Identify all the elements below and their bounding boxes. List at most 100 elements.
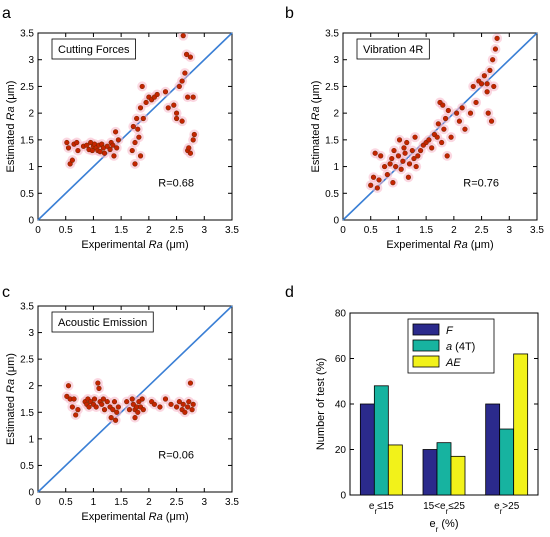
data-point [185, 404, 191, 410]
data-point [389, 155, 395, 162]
data-point [101, 150, 108, 156]
data-point [162, 89, 169, 95]
data-point [130, 401, 136, 407]
data-point [190, 94, 196, 100]
x-axis-label-variable: Ra [149, 511, 163, 523]
data-point [429, 145, 435, 151]
y-tick-label: 2 [28, 381, 34, 392]
y-tick-label: 1.5 [325, 135, 339, 146]
data-point [411, 155, 417, 162]
data-point [190, 401, 196, 407]
data-point [404, 139, 410, 146]
y-tick-label: 0 [333, 216, 339, 227]
y-tick-label: 80 [335, 309, 347, 320]
data-point [132, 161, 138, 167]
x-tick-label: er≤15 [369, 501, 394, 516]
panel-title: Acoustic Emission [58, 317, 147, 329]
data-point [171, 102, 177, 108]
data-point [396, 137, 403, 143]
data-point [187, 380, 194, 386]
data-point [108, 415, 114, 421]
data-point [165, 105, 171, 111]
y-tick-label: 3 [28, 55, 34, 66]
data-point [132, 415, 138, 421]
y-tick-label: 3.5 [20, 29, 34, 40]
x-axis-label-suffix: (μm) [163, 239, 189, 251]
plot-area [342, 32, 538, 221]
x-tick-label: 2 [146, 497, 152, 508]
data-point [186, 399, 192, 405]
data-point [157, 404, 163, 410]
x-tick-label: er>25 [494, 501, 520, 516]
x-axis-label: Experimental Ra (μm) [81, 511, 188, 523]
data-point [183, 51, 190, 57]
data-point [491, 83, 497, 90]
data-point [378, 153, 384, 159]
data-point [393, 163, 399, 170]
y-axis-label-suffix: (μm) [5, 353, 17, 379]
legend-swatch [412, 323, 440, 336]
scatter-panel-acoustic-emission: 0 0.5 1 1.5 2 2.5 3 3.5 0 0.5 1 1.5 2 2.5 3 3.5 Acoustic… [5, 302, 239, 524]
data-point [107, 146, 113, 153]
x-axis-label-pre: e [430, 518, 436, 530]
x-tick-label: 1 [91, 497, 97, 508]
panel-title: Cutting Forces [58, 44, 130, 56]
correlation-annotation: R=0.68 [158, 177, 194, 189]
data-point [84, 142, 90, 148]
data-point [381, 163, 388, 170]
y-axis-label-prefix: Estimated [5, 393, 17, 445]
legend-entry: AE [445, 357, 461, 369]
y-tick-label: 2 [28, 109, 34, 120]
data-point [114, 409, 120, 415]
bar [387, 444, 403, 496]
data-point [130, 123, 136, 130]
data-point [376, 177, 382, 183]
x-tick-label: 0 [35, 225, 41, 236]
data-point [129, 147, 135, 154]
x-tick-label: 0.5 [59, 497, 73, 508]
y-tick-label: 2 [333, 109, 339, 120]
data-point [384, 171, 390, 178]
data-point [490, 57, 496, 63]
data-point [95, 380, 101, 386]
data-point [481, 73, 487, 79]
data-point [99, 401, 105, 407]
data-point [112, 417, 119, 423]
data-point [435, 121, 441, 127]
x-tick-label: 3 [202, 497, 208, 508]
data-point [426, 137, 432, 143]
x-tick-label: 1 [396, 225, 402, 236]
data-point [75, 407, 81, 413]
data-point [473, 99, 479, 106]
data-point [91, 396, 98, 402]
data-point [439, 139, 445, 146]
x-tick-label: 2 [146, 225, 152, 236]
data-point [492, 46, 499, 52]
x-tick-label: 3.5 [530, 225, 544, 236]
data-point [115, 404, 121, 410]
x-axis-label-variable: Ra [149, 239, 163, 251]
data-point [179, 118, 185, 124]
data-point [444, 153, 450, 159]
data-point [180, 33, 186, 39]
bar [422, 449, 438, 496]
data-point [124, 399, 130, 405]
data-point [374, 185, 380, 191]
x-tick-label: 0.5 [364, 225, 378, 236]
data-point [101, 407, 108, 413]
bar [450, 455, 466, 496]
x-tick-label: 1.5 [419, 225, 433, 236]
data-point [494, 35, 500, 41]
data-point [182, 409, 188, 415]
data-point [110, 407, 116, 413]
x-tick-label: 2 [451, 225, 457, 236]
data-point [454, 110, 460, 116]
data-point [459, 105, 465, 111]
data-point [415, 153, 421, 159]
data-point [409, 147, 415, 154]
data-point [398, 166, 404, 172]
legend-entry: a (4T) [446, 341, 475, 353]
data-point [100, 396, 107, 402]
data-point [368, 182, 374, 188]
